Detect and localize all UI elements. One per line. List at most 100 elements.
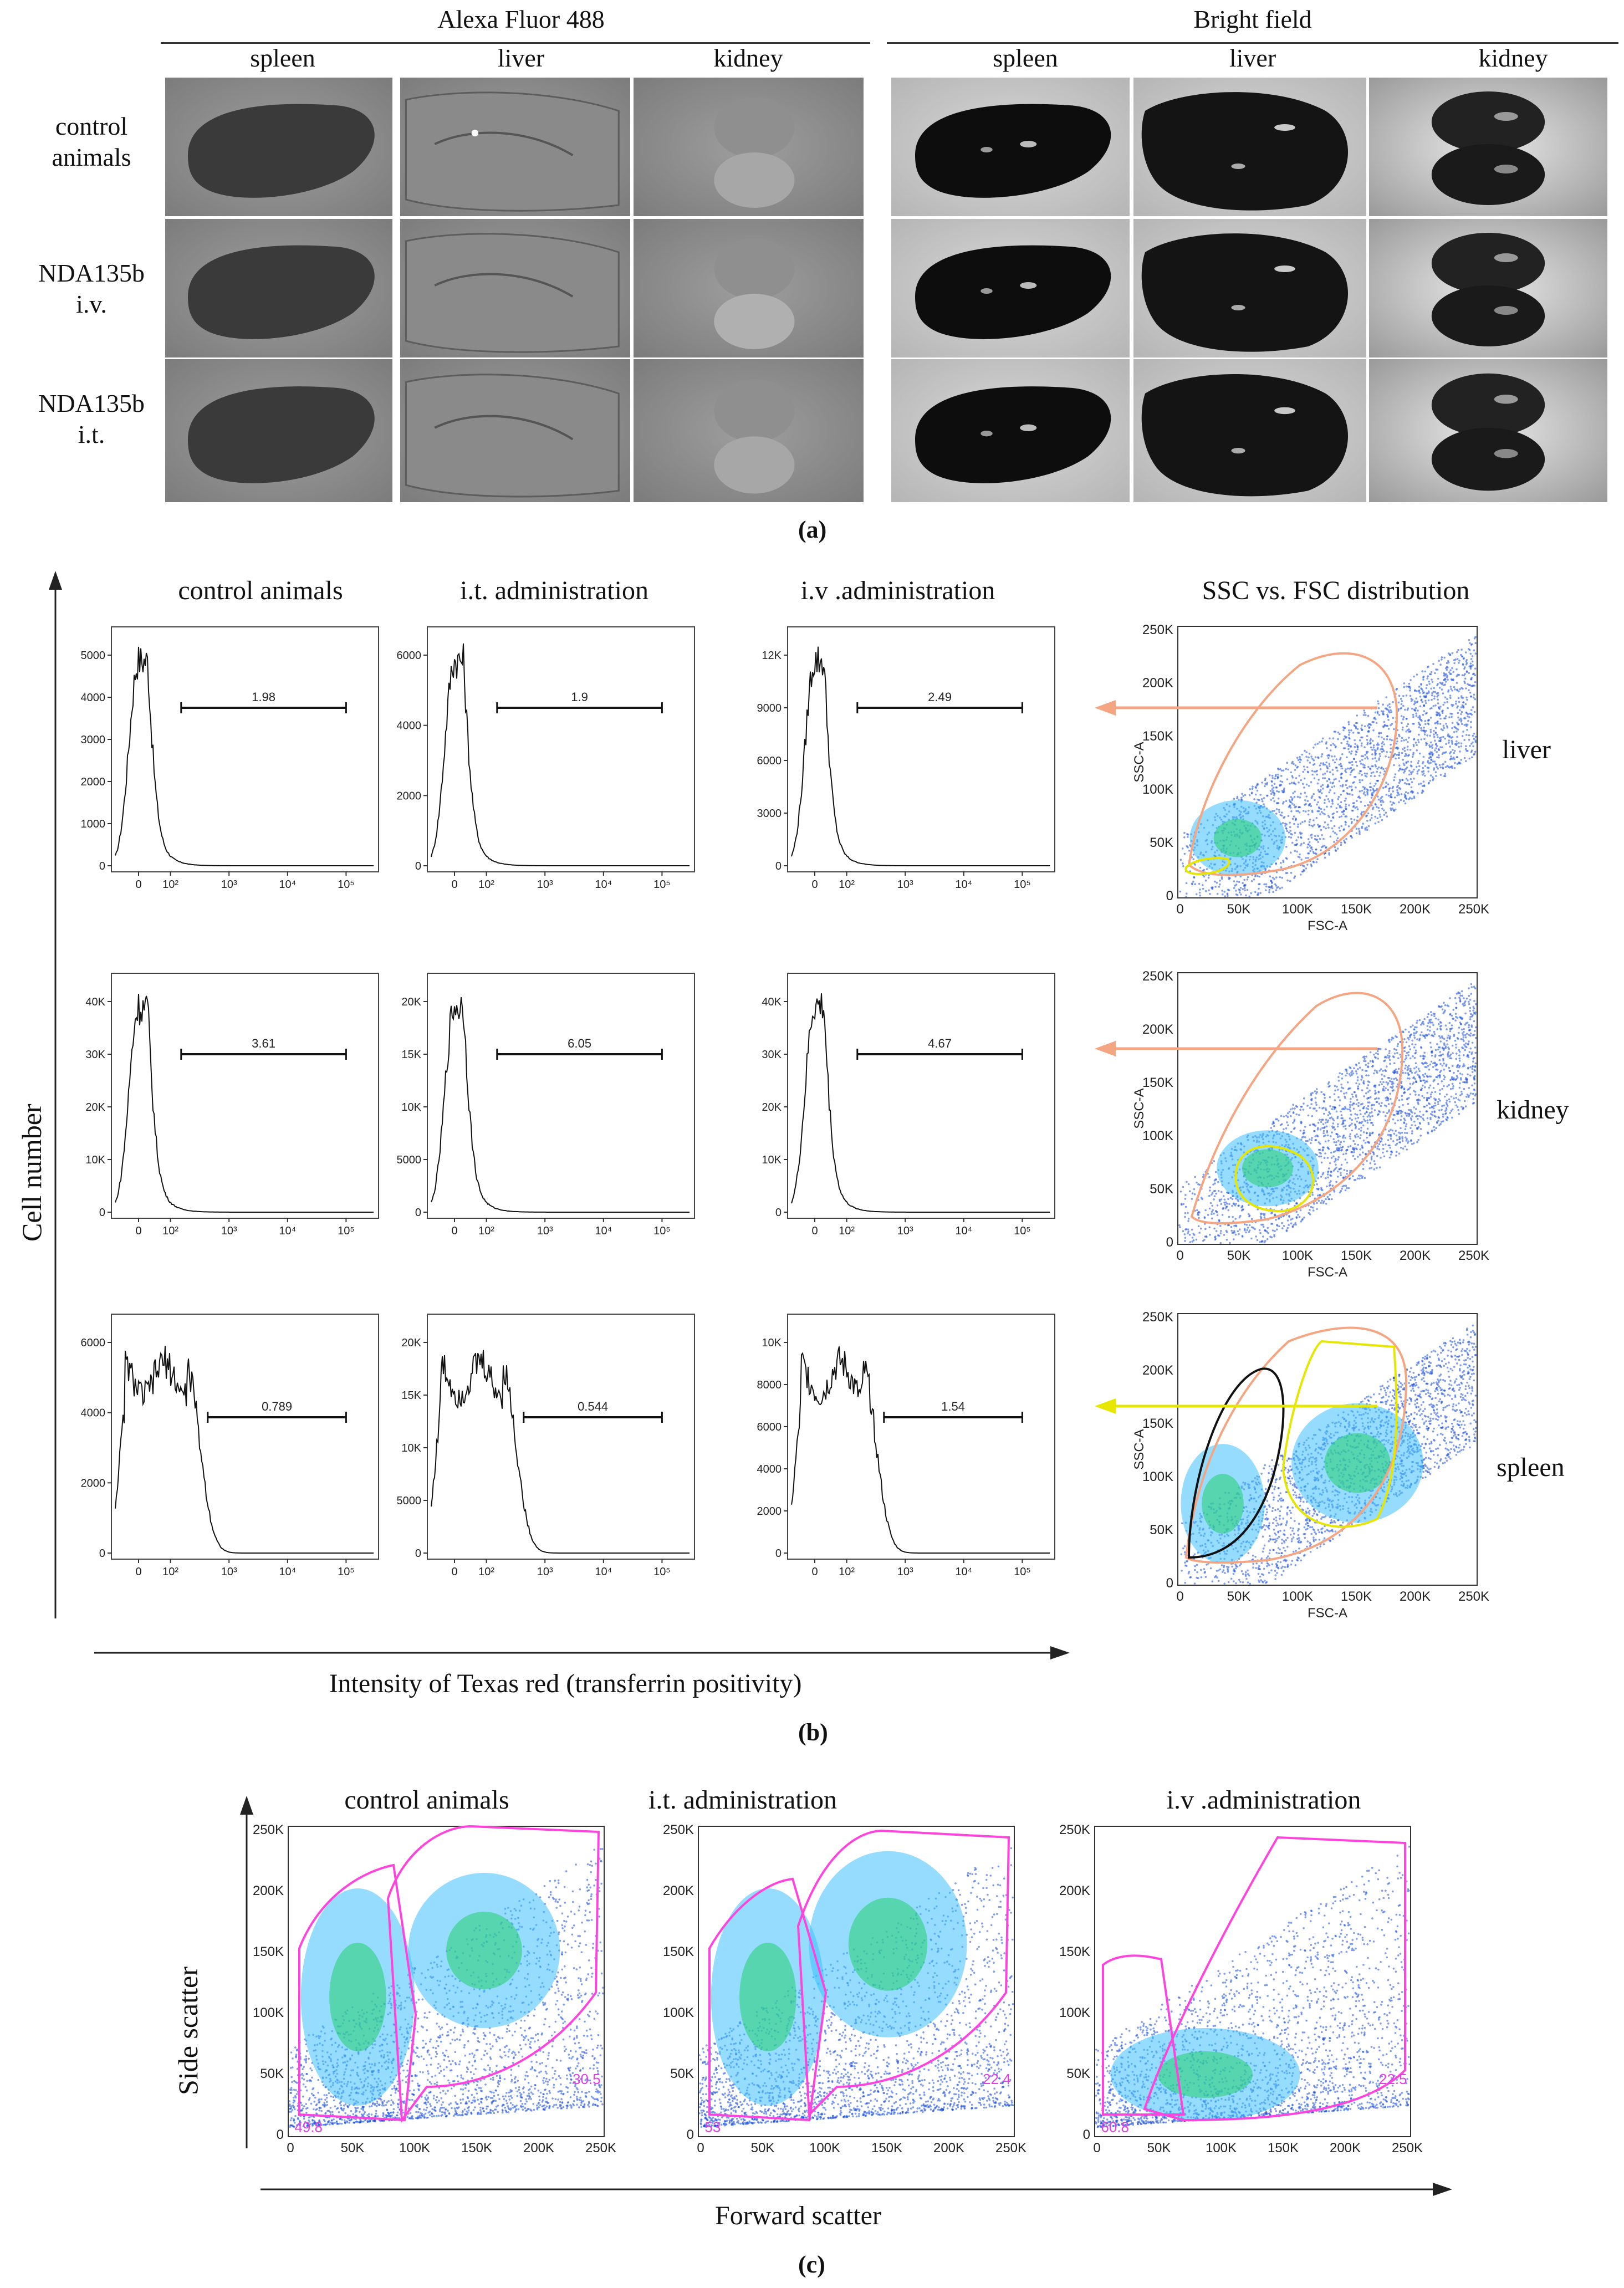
x-tick-label: 10² bbox=[162, 879, 178, 891]
scatter-control: 0 0 50K 50K 100K 100K 150K 150K 200K 200K 250K 250K… bbox=[253, 1822, 616, 2156]
y-tick-label: 0 bbox=[99, 860, 105, 872]
gate-percentage: 22.5 bbox=[1379, 2071, 1407, 2087]
gate-outline[interactable] bbox=[708, 1877, 828, 2122]
row-label-control: control animals bbox=[52, 112, 131, 171]
y-tick-label: 10K bbox=[762, 1154, 782, 1166]
gate-outline[interactable] bbox=[1234, 1145, 1314, 1213]
x-tick-label: 10⁵ bbox=[338, 1566, 355, 1578]
x-tick-label: 100K bbox=[1282, 902, 1313, 917]
y-tick-label: 0 bbox=[1166, 1235, 1173, 1250]
x-tick-label: 100K bbox=[399, 2141, 430, 2156]
af-kidney-image-r1 bbox=[634, 78, 864, 216]
gate-outline[interactable] bbox=[1190, 992, 1404, 1224]
gate-value: 4.67 bbox=[928, 1036, 952, 1050]
x-tick-label: 150K bbox=[1341, 1248, 1372, 1263]
x-tick-label: 200K bbox=[1400, 1589, 1431, 1604]
gate-outline[interactable] bbox=[1281, 1340, 1398, 1528]
x-tick-label: 10² bbox=[839, 1566, 855, 1578]
histogram-kidney-iv: 0 10K 20K 30K 40K 0 10² 10³ 10⁴ 10⁵ 4.67 bbox=[762, 973, 1055, 1237]
gate-outline[interactable] bbox=[1143, 1836, 1406, 2122]
row-label-liver: liver bbox=[1502, 735, 1551, 764]
row-label-it: NDA135b i.t. bbox=[38, 389, 145, 448]
ssc-fsc-liver: 0 0 50K 50K 100K 100K 150K 150K 200K 200K 250K 250K… bbox=[1132, 622, 1489, 933]
y-tick-label: 9000 bbox=[757, 702, 782, 714]
y-tick-label: 250K bbox=[1142, 1310, 1173, 1325]
x-tick-label: 0 bbox=[697, 2141, 704, 2156]
x-tick-label: 10² bbox=[478, 879, 494, 891]
x-tick-label: 10³ bbox=[897, 1225, 913, 1237]
y-tick-label: 100K bbox=[1059, 2005, 1090, 2020]
gate-outline[interactable] bbox=[1184, 1326, 1408, 1564]
gate-outline[interactable] bbox=[298, 1863, 417, 2122]
x-tick-label: 200K bbox=[933, 2141, 964, 2156]
y-tick-label: 10K bbox=[762, 1337, 782, 1349]
y-axis-label: SSC-A bbox=[1132, 1429, 1147, 1469]
histogram-curve bbox=[791, 993, 1050, 1213]
c-col-title-it: i.t. administration bbox=[648, 1785, 837, 1815]
x-tick-label: 100K bbox=[809, 2141, 840, 2156]
bf-kidney-image-r1 bbox=[1369, 78, 1607, 216]
x-tick-label: 10⁴ bbox=[955, 1566, 972, 1578]
gate-outline[interactable] bbox=[1187, 652, 1398, 876]
histogram-curve bbox=[115, 994, 374, 1213]
gate-outline[interactable] bbox=[1187, 1367, 1285, 1559]
y-tick-label: 20K bbox=[762, 1101, 782, 1114]
x-tick-label: 10² bbox=[839, 1225, 855, 1237]
x-tick-label: 10³ bbox=[537, 879, 553, 891]
bf-spleen-image-r1 bbox=[891, 78, 1130, 216]
y-axis-label: SSC-A bbox=[1132, 1088, 1147, 1128]
x-tick-label: 250K bbox=[1392, 2141, 1423, 2156]
x-tick-label: 250K bbox=[1458, 1248, 1489, 1263]
x-tick-label: 100K bbox=[1282, 1248, 1313, 1263]
gate-value: 1.9 bbox=[571, 690, 588, 704]
y-tick-label: 10K bbox=[401, 1101, 421, 1114]
x-tick-label: 0 bbox=[1176, 902, 1183, 917]
y-tick-label: 15K bbox=[401, 1390, 421, 1402]
y-tick-label: 8000 bbox=[757, 1379, 782, 1391]
gate-outline[interactable] bbox=[1184, 857, 1230, 876]
y-tick-label: 20K bbox=[401, 1337, 421, 1349]
x-tick-label: 200K bbox=[1400, 1248, 1431, 1263]
x-tick-label: 0 bbox=[287, 2141, 294, 2156]
y-tick-label: 4000 bbox=[81, 692, 106, 704]
x-tick-label: 10² bbox=[478, 1225, 494, 1237]
panel-a-label: (a) bbox=[798, 516, 827, 543]
af-kidney-image-r2 bbox=[634, 219, 864, 358]
x-tick-label: 10⁵ bbox=[1014, 879, 1031, 891]
b-col-title-it: i.t. administration bbox=[460, 576, 648, 605]
x-tick-label: 100K bbox=[1206, 2141, 1237, 2156]
row-label-iv: NDA135b i.v. bbox=[38, 259, 145, 318]
gate-value: 3.61 bbox=[252, 1036, 275, 1050]
bf-rule bbox=[887, 42, 1618, 44]
gate-value: 0.544 bbox=[578, 1400, 608, 1413]
gate-outline[interactable] bbox=[796, 1829, 1010, 2117]
x-tick-label: 10³ bbox=[537, 1225, 553, 1237]
histogram-curve bbox=[431, 997, 690, 1213]
x-tick-label: 250K bbox=[1458, 902, 1489, 917]
x-tick-label: 150K bbox=[1341, 902, 1372, 917]
x-tick-label: 50K bbox=[1227, 902, 1251, 917]
x-tick-label: 0 bbox=[1093, 2141, 1100, 2156]
row-label-spleen: spleen bbox=[1497, 1453, 1565, 1482]
panel-c-x-label: Forward scatter bbox=[715, 2201, 881, 2230]
histogram-kidney-it: 0 5000 10K 15K 20K 0 10² 10³ 10⁴ 10⁵ 6.05 bbox=[397, 973, 695, 1237]
b-col-title-control: control animals bbox=[178, 576, 343, 605]
gate-outline[interactable] bbox=[386, 1825, 600, 2123]
x-tick-label: 0 bbox=[135, 1566, 141, 1578]
y-tick-label: 6000 bbox=[757, 1421, 782, 1433]
gate-percentage: 53 bbox=[704, 2119, 721, 2136]
bf-spleen-image-r3 bbox=[891, 359, 1130, 502]
y-tick-label: 200K bbox=[1142, 676, 1173, 691]
y-tick-label: 5000 bbox=[81, 650, 106, 662]
gate-arrow bbox=[1095, 700, 1377, 716]
gate-value: 1.54 bbox=[941, 1400, 965, 1413]
x-tick-label: 150K bbox=[1341, 1589, 1372, 1604]
y-tick-label: 2000 bbox=[81, 1477, 106, 1489]
panel-c-label: (c) bbox=[798, 2251, 825, 2278]
histogram-spleen-it: 0 5000 10K 15K 20K 0 10² 10³ 10⁴ 10⁵ 0.544 bbox=[397, 1314, 695, 1578]
gate-outline[interactable] bbox=[1102, 1954, 1185, 2116]
x-tick-label: 10² bbox=[162, 1566, 178, 1578]
x-tick-label: 10⁴ bbox=[595, 1566, 612, 1578]
af488-title: Alexa Fluor 488 bbox=[437, 5, 605, 33]
y-tick-label: 40K bbox=[762, 996, 782, 1008]
